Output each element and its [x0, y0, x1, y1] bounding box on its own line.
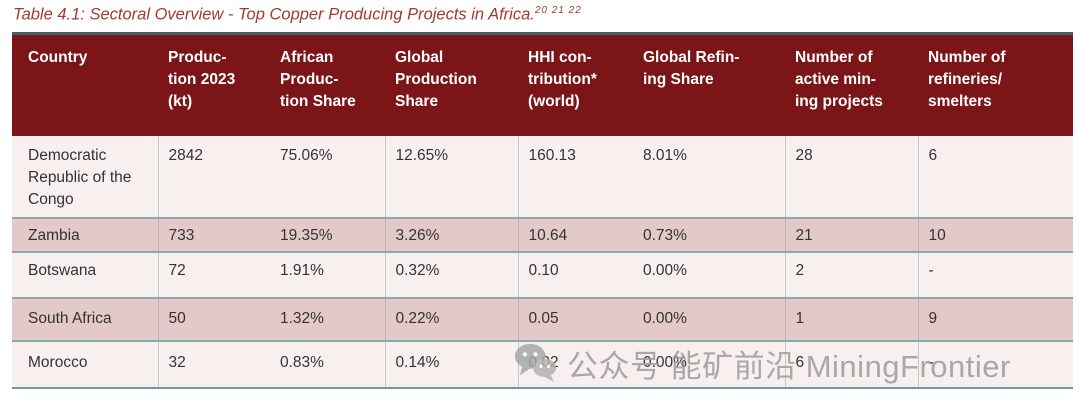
- cell-refineries: 9: [918, 296, 1073, 341]
- cell-african-share: 1.32%: [270, 296, 386, 341]
- cell-country: Democratic Republic of the Congo: [12, 135, 159, 218]
- cell-active-projects: 1: [785, 296, 919, 341]
- cell-active-projects: 6: [785, 339, 919, 389]
- table-row-drc: Democratic Republic of the Congo 2842 75…: [12, 135, 1073, 218]
- cell-refineries: 6: [918, 135, 1073, 218]
- table-row-zambia: Zambia 733 19.35% 3.26% 10.64 0.73% 21 1…: [12, 216, 1073, 252]
- cell-production: 2842: [158, 135, 270, 218]
- cell-global-share: 0.14%: [385, 339, 519, 389]
- cell-production: 50: [158, 296, 270, 341]
- cell-hhi: 0.05: [518, 296, 633, 341]
- cell-active-projects: 21: [785, 216, 919, 252]
- cell-refineries: -: [918, 339, 1073, 389]
- cell-production: 32: [158, 339, 270, 389]
- cell-global-share: 3.26%: [385, 216, 519, 252]
- table-row-morocco: Morocco 32 0.83% 0.14% 0.02 0.00% 6 -: [12, 339, 1073, 389]
- column-header-african-share: African Produc- tion Share: [270, 32, 385, 136]
- cell-hhi: 0.10: [518, 250, 633, 298]
- cell-country: Zambia: [12, 216, 159, 252]
- copper-projects-table: Country Produc- tion 2023 (kt) African P…: [12, 32, 1073, 389]
- cell-african-share: 1.91%: [270, 250, 386, 298]
- column-header-production-2023: Produc- tion 2023 (kt): [158, 32, 270, 136]
- cell-hhi: 10.64: [518, 216, 633, 252]
- table-row-botswana: Botswana 72 1.91% 0.32% 0.10 0.00% 2 -: [12, 250, 1073, 298]
- cell-global-share: 0.32%: [385, 250, 519, 298]
- cell-african-share: 75.06%: [270, 135, 386, 218]
- cell-refining-share: 0.73%: [633, 216, 786, 252]
- column-header-refineries: Number of refineries/ smelters: [918, 32, 1073, 136]
- table-caption: Table 4.1: Sectoral Overview - Top Coppe…: [13, 5, 582, 25]
- table-body: Democratic Republic of the Congo 2842 75…: [12, 135, 1073, 389]
- cell-global-share: 0.22%: [385, 296, 519, 341]
- table-caption-text: Table 4.1: Sectoral Overview - Top Coppe…: [13, 5, 535, 24]
- column-header-country: Country: [12, 32, 158, 136]
- cell-african-share: 19.35%: [270, 216, 386, 252]
- cell-global-share: 12.65%: [385, 135, 519, 218]
- column-header-global-share: Global Production Share: [385, 32, 518, 136]
- table-row-south-africa: South Africa 50 1.32% 0.22% 0.05 0.00% 1…: [12, 296, 1073, 341]
- cell-country: South Africa: [12, 296, 159, 341]
- column-header-active-projects: Number of active min- ing projects: [785, 32, 918, 136]
- footnote-superscripts: 20 21 22: [534, 5, 582, 16]
- header-row: Country Produc- tion 2023 (kt) African P…: [12, 32, 1073, 136]
- cell-african-share: 0.83%: [270, 339, 386, 389]
- cell-country: Botswana: [12, 250, 159, 298]
- cell-active-projects: 2: [785, 250, 919, 298]
- cell-active-projects: 28: [785, 135, 919, 218]
- cell-refineries: 10: [918, 216, 1073, 252]
- cell-country: Morocco: [12, 339, 159, 389]
- column-header-hhi: HHI con- tribution* (world): [518, 32, 633, 136]
- column-header-refining-share: Global Refin- ing Share: [633, 32, 785, 136]
- cell-refining-share: 0.00%: [633, 250, 786, 298]
- cell-hhi: 0.02: [518, 339, 633, 389]
- table-header: Country Produc- tion 2023 (kt) African P…: [12, 32, 1073, 136]
- cell-hhi: 160.13: [518, 135, 633, 218]
- cell-refining-share: 8.01%: [633, 135, 786, 218]
- cell-refining-share: 0.00%: [633, 339, 786, 389]
- cell-refining-share: 0.00%: [633, 296, 786, 341]
- cell-production: 733: [158, 216, 270, 252]
- cell-production: 72: [158, 250, 270, 298]
- cell-refineries: -: [918, 250, 1073, 298]
